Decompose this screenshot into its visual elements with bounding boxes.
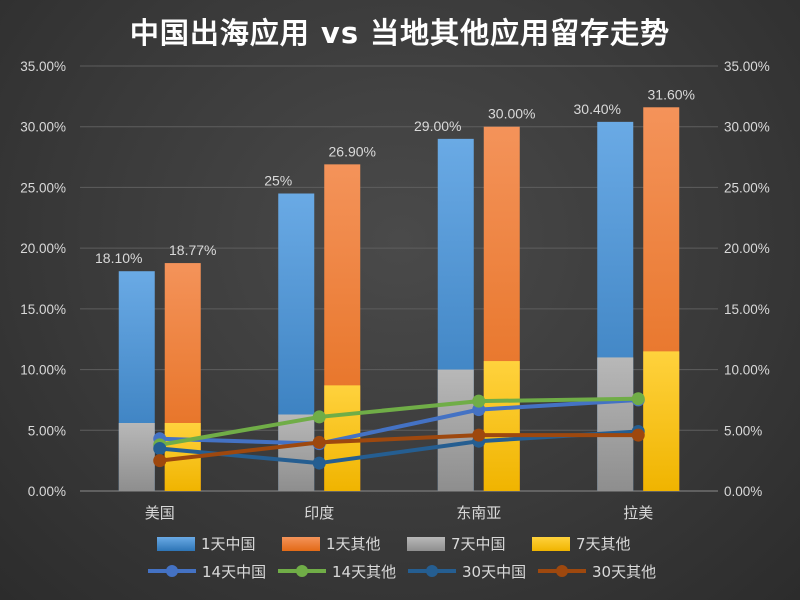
line-14天其他: [159, 396, 639, 447]
y-tick-label-left: 10.00%: [20, 363, 66, 378]
legend-swatch: [157, 537, 195, 551]
legend-label: 14天中国: [202, 563, 266, 581]
data-label: 18.77%: [169, 242, 216, 258]
line-14天中国: [159, 397, 639, 446]
y-tick-label-right: 5.00%: [724, 423, 762, 438]
bar-7天中国: [118, 423, 155, 491]
bar-7天中国: [278, 414, 315, 491]
legend-label: 30天中国: [462, 563, 526, 581]
data-label: 30.40%: [574, 101, 621, 117]
bar-7天中国: [597, 357, 634, 491]
legend: 1天中国 1天其他 7天中国 7天其他 14天中国 14天其他 30天中国 30天其他: [148, 535, 656, 581]
legend-label: 1天中国: [201, 535, 256, 553]
marker-14天其他: [472, 394, 486, 408]
legend-marker: [556, 565, 568, 577]
data-label: 31.60%: [648, 86, 695, 102]
x-category-label: 美国: [145, 504, 175, 522]
legend-swatch: [282, 537, 320, 551]
chart-title: 中国出海应用 vs 当地其他应用留存走势: [129, 16, 671, 50]
marker-30天其他: [631, 428, 645, 442]
legend-swatch: [407, 537, 445, 551]
y-tick-label-left: 5.00%: [28, 423, 66, 438]
lines: [153, 392, 645, 470]
legend-label: 1天其他: [326, 535, 381, 553]
legend-label: 30天其他: [592, 563, 656, 581]
y-tick-label-left: 35.00%: [20, 59, 66, 74]
legend-label: 7天其他: [576, 535, 631, 553]
data-labels: 18.10% 25% 29.00% 30.40% 18.77% 26.90% 30.00% 3…: [95, 86, 695, 266]
marker-30天其他: [153, 454, 167, 468]
bar-7天其他: [483, 361, 520, 491]
y-tick-label-right: 20.00%: [724, 241, 770, 256]
marker-30天中国: [153, 442, 167, 455]
line-30天其他: [159, 433, 639, 463]
legend-swatch: [532, 537, 570, 551]
y-tick-label-left: 20.00%: [20, 241, 66, 256]
bars: [118, 107, 680, 492]
y-tick-label-left: 0.00%: [28, 484, 66, 499]
legend-marker: [166, 565, 178, 577]
marker-14天其他: [312, 410, 326, 424]
legend-label: 7天中国: [451, 535, 506, 553]
marker-30天其他: [312, 435, 326, 449]
marker-30天中国: [312, 456, 326, 470]
axes: 0.00% 0.00% 5.00% 5.00% 10.00% 10.00% 15.00% 15…: [20, 59, 770, 522]
data-label: 25%: [264, 173, 292, 189]
y-tick-label-right: 35.00%: [724, 59, 770, 74]
data-label: 29.00%: [414, 118, 461, 134]
data-label: 30.00%: [488, 106, 535, 122]
x-category-label: 印度: [304, 504, 334, 522]
y-tick-label-right: 30.00%: [724, 120, 770, 135]
x-category-label: 东南亚: [456, 504, 501, 522]
y-tick-label-left: 25.00%: [20, 180, 66, 195]
legend-marker: [296, 565, 308, 577]
y-tick-label-right: 15.00%: [724, 302, 770, 317]
legend-label: 14天其他: [332, 563, 396, 581]
data-label: 26.90%: [329, 143, 376, 159]
marker-14天其他: [631, 392, 645, 406]
y-tick-label-left: 30.00%: [20, 120, 66, 135]
y-tick-label-left: 15.00%: [20, 302, 66, 317]
marker-30天其他: [472, 428, 486, 442]
y-tick-label-right: 25.00%: [724, 180, 770, 195]
bar-7天中国: [437, 369, 474, 491]
x-category-label: 拉美: [623, 504, 653, 522]
data-label: 18.10%: [95, 250, 142, 266]
bar-7天其他: [643, 351, 680, 491]
legend-marker: [426, 565, 438, 577]
y-tick-label-right: 0.00%: [724, 484, 762, 499]
y-tick-label-right: 10.00%: [724, 363, 770, 378]
